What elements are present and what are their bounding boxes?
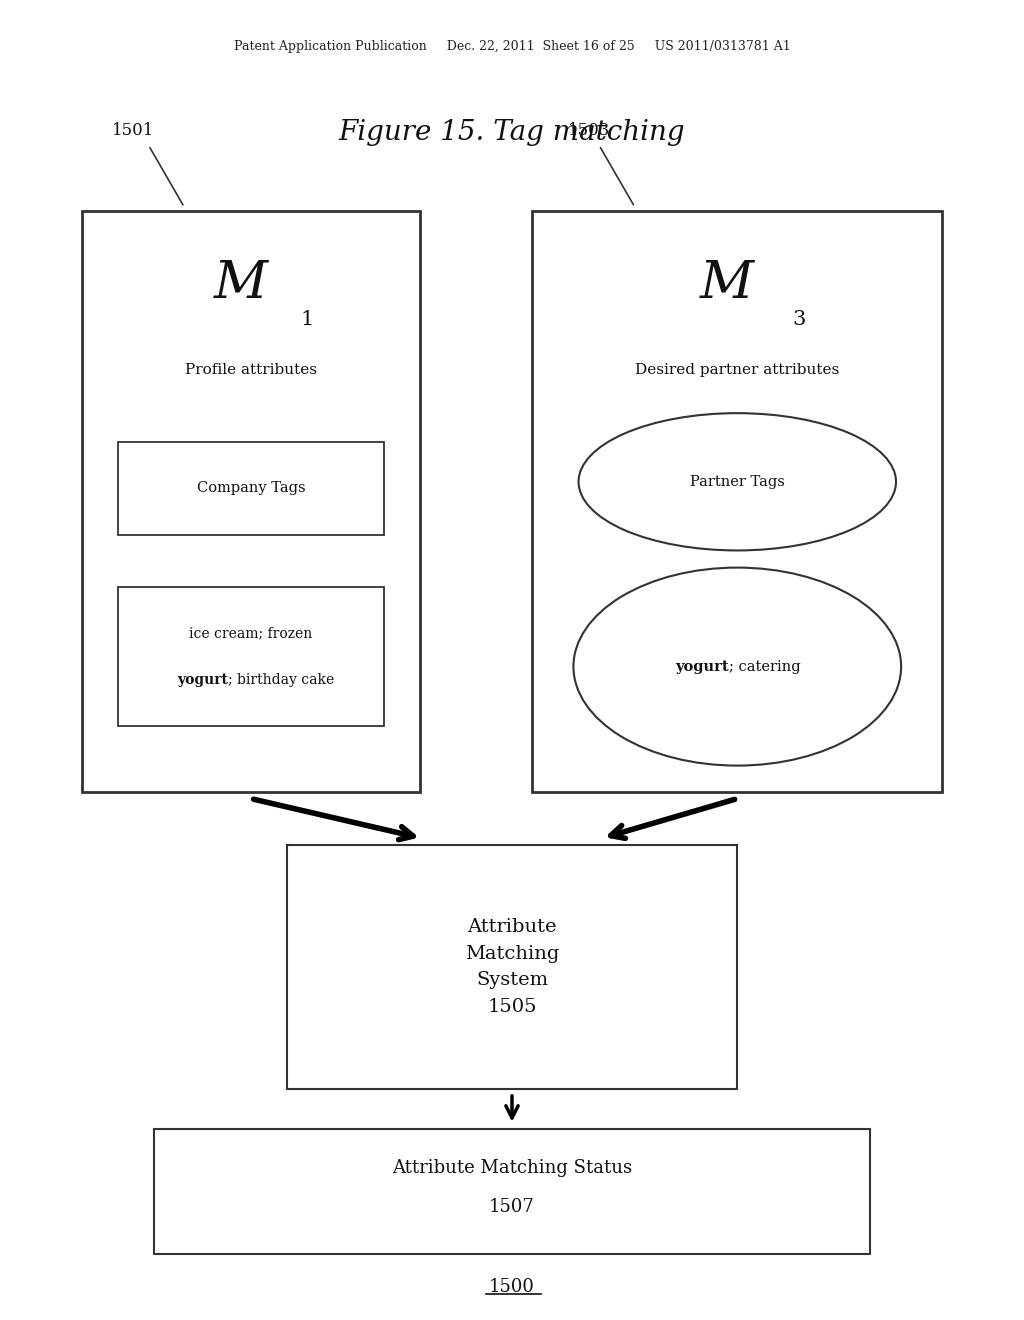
- Text: yogurt: yogurt: [676, 660, 729, 673]
- Text: Profile attributes: Profile attributes: [185, 363, 316, 376]
- Text: 3: 3: [792, 310, 806, 329]
- FancyBboxPatch shape: [154, 1129, 870, 1254]
- Text: M: M: [214, 259, 267, 309]
- FancyBboxPatch shape: [118, 587, 384, 726]
- Ellipse shape: [573, 568, 901, 766]
- FancyBboxPatch shape: [532, 211, 942, 792]
- Text: ice cream; frozen: ice cream; frozen: [189, 626, 312, 640]
- Text: Attribute
Matching
System
1505: Attribute Matching System 1505: [465, 919, 559, 1015]
- Text: ; birthday cake: ; birthday cake: [228, 673, 335, 688]
- FancyBboxPatch shape: [287, 845, 737, 1089]
- Text: 1501: 1501: [112, 121, 155, 139]
- FancyBboxPatch shape: [82, 211, 420, 792]
- Text: 1507: 1507: [489, 1199, 535, 1216]
- Text: Desired partner attributes: Desired partner attributes: [635, 363, 840, 376]
- Text: Patent Application Publication     Dec. 22, 2011  Sheet 16 of 25     US 2011/031: Patent Application Publication Dec. 22, …: [233, 40, 791, 53]
- Ellipse shape: [579, 413, 896, 550]
- Text: 1500: 1500: [489, 1278, 535, 1296]
- FancyBboxPatch shape: [118, 442, 384, 535]
- Text: Figure 15. Tag matching: Figure 15. Tag matching: [339, 119, 685, 145]
- Text: 1503: 1503: [567, 121, 610, 139]
- Text: yogurt: yogurt: [177, 673, 228, 688]
- Text: Partner Tags: Partner Tags: [690, 475, 784, 488]
- Text: Company Tags: Company Tags: [197, 482, 305, 495]
- Text: M: M: [700, 259, 754, 309]
- Text: Attribute Matching Status: Attribute Matching Status: [392, 1159, 632, 1176]
- Text: 1: 1: [300, 310, 314, 329]
- Text: ; catering: ; catering: [729, 660, 801, 673]
